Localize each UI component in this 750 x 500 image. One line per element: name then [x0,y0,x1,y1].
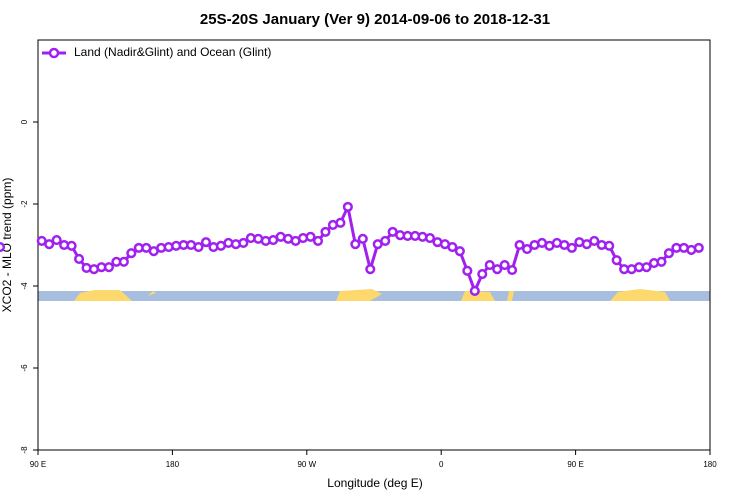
data-point [514,239,525,251]
data-point [126,248,137,259]
y-tick-label: -6 [20,364,29,372]
land-ocean-strip [38,289,710,301]
data-point [641,262,652,273]
data-point [66,240,77,251]
data-point [462,265,473,276]
x-tick-label: 90 E [30,460,46,469]
data-point [469,285,480,296]
data-point [492,264,503,275]
x-tick-label: 90 E [567,460,583,469]
data-point [693,242,704,253]
x-tick-label: 180 [703,460,717,469]
land [74,290,132,301]
data-point [350,239,361,250]
chart-title: 25S-20S January (Ver 9) 2014-09-06 to 20… [200,11,550,28]
y-tick-label: -4 [20,282,29,290]
data-point [305,231,316,242]
data-point [118,256,129,267]
data-point [604,240,615,251]
data-point [342,201,353,212]
data-point [454,246,465,257]
legend: Land (Nadir&Glint) and Ocean (Glint) [42,45,271,59]
data-point [589,235,600,246]
data-point [238,237,249,248]
data-point [611,255,622,266]
data-point [447,242,458,253]
data-point [74,253,85,264]
data-point [365,264,376,275]
legend-marker [48,47,60,59]
land [610,289,670,301]
data-point [507,264,518,276]
land [148,291,156,296]
y-tick-label: 0 [20,119,29,124]
data-point [0,242,6,253]
y-axis-label: XCO2 - MLO trend (ppm) [0,178,14,313]
data-point [320,226,331,237]
data-point [193,242,204,253]
data-point [477,269,488,280]
data-point [380,235,391,246]
data-point [103,262,114,273]
x-tick-label: 90 W [297,460,316,469]
y-tick-label: -8 [20,446,29,454]
data-point [424,232,436,244]
data-point [656,256,667,267]
land [507,291,514,301]
data-point [484,260,495,271]
data-point [566,242,577,253]
data-point [335,217,346,228]
x-tick-label: 180 [166,460,180,469]
data-point [200,237,212,248]
data-point [522,244,533,255]
data-point [312,235,324,246]
data-point [663,248,674,259]
data-point [44,239,55,250]
legend-label: Land (Nadir&Glint) and Ocean (Glint) [74,45,271,59]
y-tick-label: -2 [20,200,29,208]
x-tick-label: 0 [439,460,444,469]
plot-frame [37,39,711,451]
x-axis-label: Longitude (deg E) [327,476,422,490]
land [461,291,495,301]
data-point [51,235,62,246]
data-point [499,260,510,271]
land [336,289,382,301]
data-point [357,233,368,244]
